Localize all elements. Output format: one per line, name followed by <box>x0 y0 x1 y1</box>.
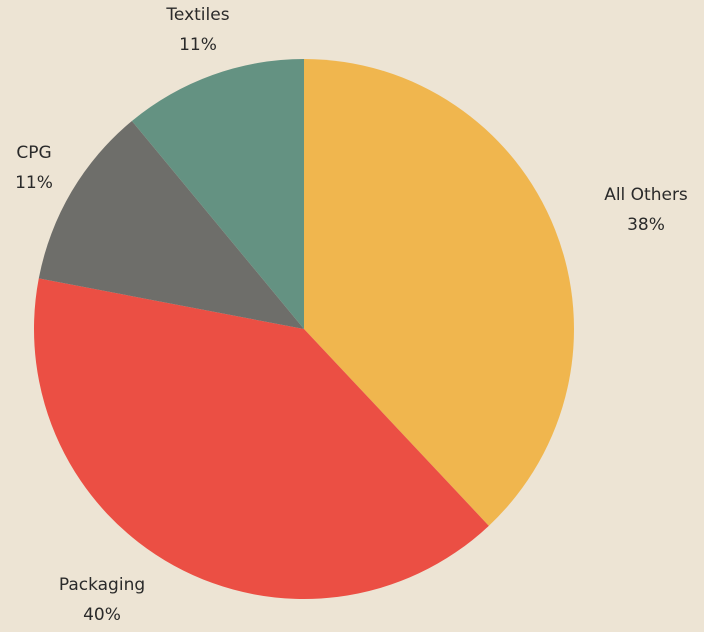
slice-category-packaging: Packaging <box>59 575 145 595</box>
pie-labels: All Others 38% Packaging 40% CPG 11% Textiles 1… <box>15 5 688 625</box>
pie-slice-all-others <box>304 58 575 526</box>
slice-value-all-others: 38% <box>627 215 665 235</box>
slice-value-packaging: 40% <box>83 605 121 625</box>
slice-category-all-others: All Others <box>604 185 688 205</box>
slice-category-textiles: Textiles <box>165 5 229 25</box>
pie-slice-cpg <box>38 120 304 330</box>
pie-slices <box>33 58 575 600</box>
slice-category-cpg: CPG <box>16 143 51 163</box>
slice-value-cpg: 11% <box>15 173 53 193</box>
slice-label-textiles: Textiles 11% <box>165 5 229 55</box>
pie-slice-textiles <box>131 58 304 329</box>
slice-value-textiles: 11% <box>179 35 217 55</box>
slice-label-cpg: CPG 11% <box>15 143 53 193</box>
slice-label-packaging: Packaging 40% <box>59 575 145 625</box>
slice-label-all-others: All Others 38% <box>604 185 688 235</box>
pie-slice-packaging <box>33 278 489 600</box>
